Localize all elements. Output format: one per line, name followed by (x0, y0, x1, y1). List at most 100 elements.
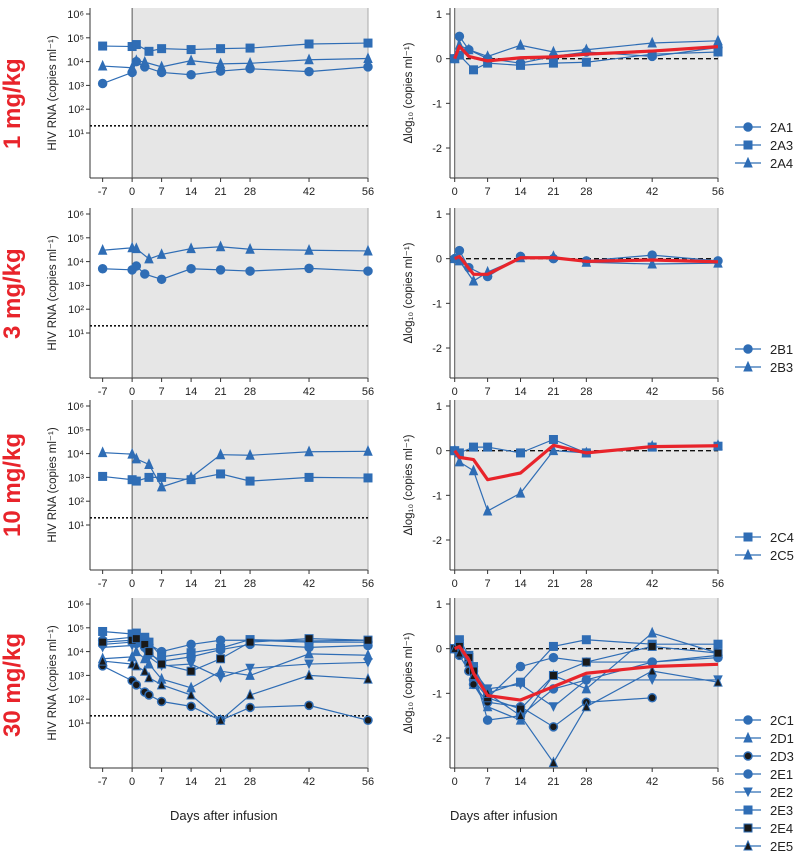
legend-label: 2C4 (770, 529, 794, 545)
x-tick-label: -7 (98, 776, 108, 788)
legend-swatch (735, 344, 761, 354)
point-2C5 (515, 486, 526, 498)
point-2A4 (713, 34, 723, 46)
point-2E3 (713, 639, 723, 649)
legend-swatch (735, 157, 761, 168)
dose-label-30mg: 30 mg/kg (0, 632, 26, 737)
legend-label: 2D1 (770, 730, 794, 746)
y-tick-label: 10⁵ (67, 33, 84, 45)
point-2E5 (647, 664, 657, 676)
point-2E4 (157, 659, 167, 669)
point-2E2 (245, 663, 255, 674)
point-2D1 (139, 652, 150, 664)
panel-1mg-right: 1 0 -1 -2 0 7 14 21 28 42 56 Δlog₁₀ (copies ml⁻¹) (403, 8, 724, 198)
point-2E5 (581, 700, 592, 712)
x-tick-label: 14 (514, 386, 526, 398)
x-tick-label: 28 (580, 386, 592, 398)
point-2E4 (98, 637, 108, 647)
x-tick-label: 56 (362, 386, 374, 398)
point-2B1 (131, 261, 142, 271)
legend-marker-2E1 (743, 769, 753, 779)
y-axis-label: HIV RNA (copies ml⁻¹) (47, 235, 59, 351)
point-2B1 (454, 245, 465, 256)
x-tick-label: -7 (98, 578, 108, 590)
y-axis-label: HIV RNA (copies ml⁻¹) (47, 35, 59, 151)
point-2E5 (156, 678, 167, 690)
point-2E4 (581, 657, 591, 667)
x-tick-label: 7 (159, 578, 165, 590)
legend-item: 2E2 (734, 783, 794, 801)
point-2E2 (215, 673, 226, 683)
legend-swatch (735, 549, 761, 560)
point-2A3 (548, 58, 558, 68)
legend-marker-2E2 (743, 787, 753, 798)
point-2B1 (186, 264, 196, 274)
x-tick-label: 21 (214, 386, 226, 398)
x-tick-label: 42 (646, 186, 658, 198)
point-2E5 (304, 669, 314, 680)
panel-30mg-right: 1 0 -1 -2 0 7 14 21 28 42 56 Δlog₁₀ (copies ml⁻¹) (403, 598, 724, 788)
point-2B3 (245, 243, 255, 254)
point-2A3 (581, 57, 591, 67)
point-2E5 (363, 672, 373, 684)
shaded-region (454, 400, 718, 570)
point-2A3 (516, 60, 526, 70)
point-2C5 (127, 447, 137, 459)
y-tick-label: 10⁶ (67, 599, 84, 611)
point-2A4 (139, 55, 150, 67)
x-tick-label: 14 (185, 776, 197, 788)
point-2B3 (468, 274, 479, 286)
x-axis-title-right: Days after infusion (450, 808, 558, 823)
legend-marker-2D1 (743, 732, 753, 743)
legend-label: 2E4 (770, 820, 794, 836)
point-2E5 (131, 659, 142, 671)
point-2A4 (131, 54, 142, 66)
y-tick-label: 10⁴ (67, 647, 84, 659)
point-2C4 (131, 476, 141, 486)
point-2B1 (304, 263, 314, 274)
point-2D3 (245, 702, 255, 713)
x-tick-label: 56 (362, 186, 374, 198)
legend-swatch (735, 732, 761, 743)
y-tick-label: 10⁶ (67, 209, 84, 221)
legend-item: 2E4 (734, 819, 794, 837)
point-2A4 (245, 57, 255, 68)
x-tick-label: 21 (547, 386, 559, 398)
x-tick-label: 28 (580, 776, 592, 788)
legend-10mg-right: 2C4 2C5 (734, 528, 794, 564)
x-tick-label: 0 (129, 578, 135, 590)
x-tick-label: 42 (303, 776, 315, 788)
point-2A4 (97, 59, 108, 71)
y-tick-label: 10¹ (68, 128, 84, 140)
y-tick-label: -2 (432, 733, 442, 745)
legend-marker-2C5 (743, 549, 753, 560)
point-2A3 (98, 41, 108, 51)
point-2C4 (304, 472, 314, 482)
point-2E1 (482, 715, 493, 725)
point-2B1 (140, 269, 150, 279)
series-line-2E3 (454, 638, 718, 695)
y-axis-label: Δlog₁₀ (copies ml⁻¹) (403, 632, 415, 733)
y-tick-label: 10⁶ (67, 401, 84, 413)
point-2C5 (131, 452, 142, 464)
point-2E4 (131, 634, 141, 644)
legend-label: 2C5 (770, 547, 794, 563)
x-tick-label: 14 (185, 186, 197, 198)
point-2A1 (97, 78, 108, 89)
point-2E3 (186, 648, 196, 658)
legend-item: 2D3 (734, 747, 794, 765)
point-2E2 (186, 659, 196, 670)
legend-swatch (735, 751, 761, 761)
point-2A3 (713, 47, 723, 57)
point-2A4 (127, 61, 137, 73)
legend-label: 2D3 (770, 748, 794, 764)
point-2D1 (647, 626, 657, 638)
point-2C4 (98, 471, 108, 481)
point-2E2 (363, 657, 373, 668)
x-tick-label: -7 (98, 186, 108, 198)
x-tick-label: 42 (646, 578, 658, 590)
point-2A3 (144, 46, 154, 56)
x-tick-label: 28 (580, 578, 592, 590)
point-2C4 (245, 476, 255, 486)
